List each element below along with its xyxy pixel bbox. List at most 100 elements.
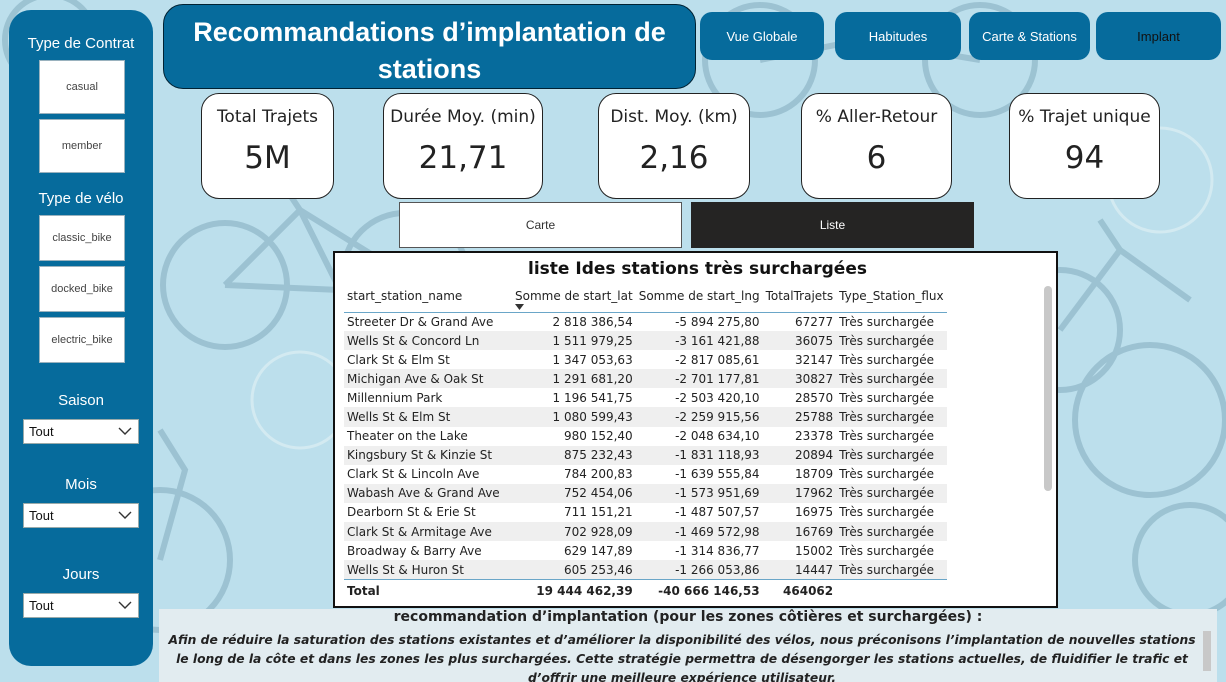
cell-total-trajets: 14447	[762, 560, 837, 580]
kpi-label: % Aller-Retour	[815, 107, 938, 127]
nav-carte-stations-button[interactable]: Carte & Stations	[969, 12, 1090, 60]
table-row[interactable]: Wabash Ave & Grand Ave 752 454,06 -1 573 9…	[344, 483, 947, 503]
table-scrollbar[interactable]	[1044, 286, 1052, 491]
cell-start-lat: 1 196 541,75	[552, 390, 633, 405]
total-label: Total	[344, 578, 512, 602]
nav-vue-globale-button[interactable]: Vue Globale	[700, 12, 824, 60]
toggle-carte-button[interactable]: Carte	[399, 202, 682, 248]
cell-start-lat: 784 200,83	[563, 467, 633, 482]
cell-station-flux: Très surchargée	[836, 522, 947, 542]
season-dropdown[interactable]: Tout	[23, 419, 139, 444]
bike-electric-button[interactable]: electric_bike	[39, 317, 125, 363]
month-dropdown[interactable]: Tout	[23, 503, 139, 528]
table-row[interactable]: Clark St & Elm St 1 347 053,63 -2 817 085,…	[344, 350, 947, 369]
bike-type-title: Type de vélo	[38, 190, 124, 207]
column-header-total-trajets[interactable]: TotalTrajets	[765, 289, 834, 303]
cell-station-flux: Très surchargée	[839, 314, 934, 329]
days-dropdown-value: Tout	[29, 598, 54, 613]
kpi-value: 5M	[244, 140, 291, 176]
table-row[interactable]: Theater on the Lake 980 152,40 -2 048 634,…	[344, 427, 947, 446]
cell-total-trajets: 67277	[794, 314, 834, 329]
table-title: liste Ides stations très surchargées	[528, 259, 867, 279]
days-filter-label: Jours	[62, 566, 100, 583]
recommendation-text: Afin de réduire la saturation des statio…	[168, 633, 1196, 682]
cell-start-lng: -1 469 572,98	[635, 522, 763, 542]
cell-station-flux: Très surchargée	[839, 543, 934, 558]
cell-station-flux: Très surchargée	[836, 331, 947, 351]
cell-start-lng: -2 701 177,81	[635, 369, 763, 389]
table-row[interactable]: Clark St & Armitage Ave 702 928,09 -1 469 …	[344, 522, 947, 542]
cell-station-flux: Très surchargée	[836, 369, 947, 389]
table-row[interactable]: Millennium Park 1 196 541,75 -2 503 420,10…	[344, 388, 947, 407]
nav-habitudes-button[interactable]: Habitudes	[835, 12, 961, 60]
cell-start-lat: 1 347 053,63	[552, 352, 633, 367]
recommendation-scrollbar[interactable]	[1203, 631, 1211, 671]
cell-start-lng: -1 831 118,93	[635, 445, 763, 465]
cell-start-lat: 1 511 979,25	[512, 331, 636, 351]
cell-total-trajets: 17962	[762, 483, 837, 503]
cell-total-trajets: 20894	[762, 445, 837, 465]
cell-station-name: Millennium Park	[347, 390, 443, 405]
bike-classic-button[interactable]: classic_bike	[39, 215, 125, 261]
days-dropdown[interactable]: Tout	[23, 593, 139, 618]
cell-start-lat: 605 253,46	[512, 560, 636, 580]
table-row[interactable]: Wells St & Huron St 605 253,46 -1 266 053,…	[344, 560, 947, 580]
bike-docked-button[interactable]: docked_bike	[39, 266, 125, 312]
cell-start-lat: 1 080 599,43	[512, 407, 636, 427]
cell-station-flux: Très surchargée	[836, 483, 947, 503]
table-row[interactable]: Wells St & Elm St 1 080 599,43 -2 259 915,…	[344, 407, 947, 427]
cell-total-trajets: 30827	[762, 369, 837, 389]
cell-start-lat: 2 818 386,54	[552, 314, 633, 329]
table-row[interactable]: Broadway & Barry Ave 629 147,89 -1 314 836…	[344, 541, 947, 560]
cell-station-name: Clark St & Lincoln Ave	[347, 467, 480, 482]
total-trajets: 464062	[762, 578, 837, 602]
stations-table-panel: liste Ides stations très surchargées sta…	[333, 251, 1058, 608]
total-start-lat: 19 444 462,39	[512, 578, 636, 602]
month-dropdown-value: Tout	[29, 508, 54, 523]
table-row[interactable]: Clark St & Lincoln Ave 784 200,83 -1 639 5…	[344, 465, 947, 484]
cell-station-flux: Très surchargée	[836, 560, 947, 580]
nav-implant-button[interactable]: Implant	[1096, 12, 1221, 60]
column-header-label: Somme de start_lat	[515, 289, 633, 303]
cell-start-lat: 980 152,40	[563, 429, 633, 444]
table-header-row: start_station_name Somme de start_lat So…	[344, 286, 947, 312]
chevron-down-icon	[118, 427, 132, 435]
column-header-station-flux[interactable]: Type_Station_flux	[839, 289, 944, 303]
kpi-dist-moy: Dist. Moy. (km) 2,16	[598, 93, 750, 199]
table-row[interactable]: Wells St & Concord Ln 1 511 979,25 -3 161 …	[344, 331, 947, 351]
column-header-start-lng[interactable]: Somme de start_lng	[638, 289, 760, 303]
table-row[interactable]: Michigan Ave & Oak St 1 291 681,20 -2 701 …	[344, 369, 947, 389]
column-header-station-name[interactable]: start_station_name	[347, 289, 463, 303]
kpi-label: Dist. Moy. (km)	[610, 107, 738, 127]
table-row[interactable]: Streeter Dr & Grand Ave 2 818 386,54 -5 89…	[344, 312, 947, 331]
cell-station-name: Michigan Ave & Oak St	[344, 369, 512, 389]
cell-start-lng: -2 259 915,56	[635, 407, 763, 427]
cell-start-lng: -1 639 555,84	[675, 467, 760, 482]
kpi-value: 2,16	[639, 140, 709, 176]
toggle-liste-button[interactable]: Liste	[691, 202, 974, 248]
cell-start-lng: -1 266 053,86	[635, 560, 763, 580]
contract-casual-button[interactable]: casual	[39, 60, 125, 114]
season-filter-label: Saison	[58, 392, 104, 409]
cell-total-trajets: 28570	[794, 390, 834, 405]
table-row[interactable]: Kingsbury St & Kinzie St 875 232,43 -1 831…	[344, 445, 947, 465]
month-filter-label: Mois	[65, 476, 97, 493]
cell-station-name: Dearborn St & Erie St	[347, 505, 476, 520]
total-flux	[836, 578, 947, 602]
filter-sidebar: Type de Contrat casual member Type de vé…	[9, 10, 153, 666]
cell-total-trajets: 18709	[794, 467, 834, 482]
cell-start-lat: 1 291 681,20	[512, 369, 636, 389]
table-row[interactable]: Dearborn St & Erie St 711 151,21 -1 487 50…	[344, 503, 947, 522]
cell-start-lng: -1 487 507,57	[675, 505, 760, 520]
cell-start-lat: 629 147,89	[563, 543, 633, 558]
cell-start-lng: -2 817 085,61	[675, 352, 760, 367]
contract-member-button[interactable]: member	[39, 119, 125, 173]
kpi-label: Total Trajets	[216, 107, 319, 127]
cell-station-flux: Très surchargée	[836, 445, 947, 465]
cell-start-lng: -2 503 420,10	[675, 390, 760, 405]
cell-start-lng: -2 048 634,10	[675, 429, 760, 444]
kpi-aller-retour: % Aller-Retour 6	[801, 93, 952, 199]
cell-station-name: Wells St & Elm St	[344, 407, 512, 427]
column-header-start-lat[interactable]: Somme de start_lat	[512, 286, 636, 312]
cell-station-flux: Très surchargée	[836, 407, 947, 427]
